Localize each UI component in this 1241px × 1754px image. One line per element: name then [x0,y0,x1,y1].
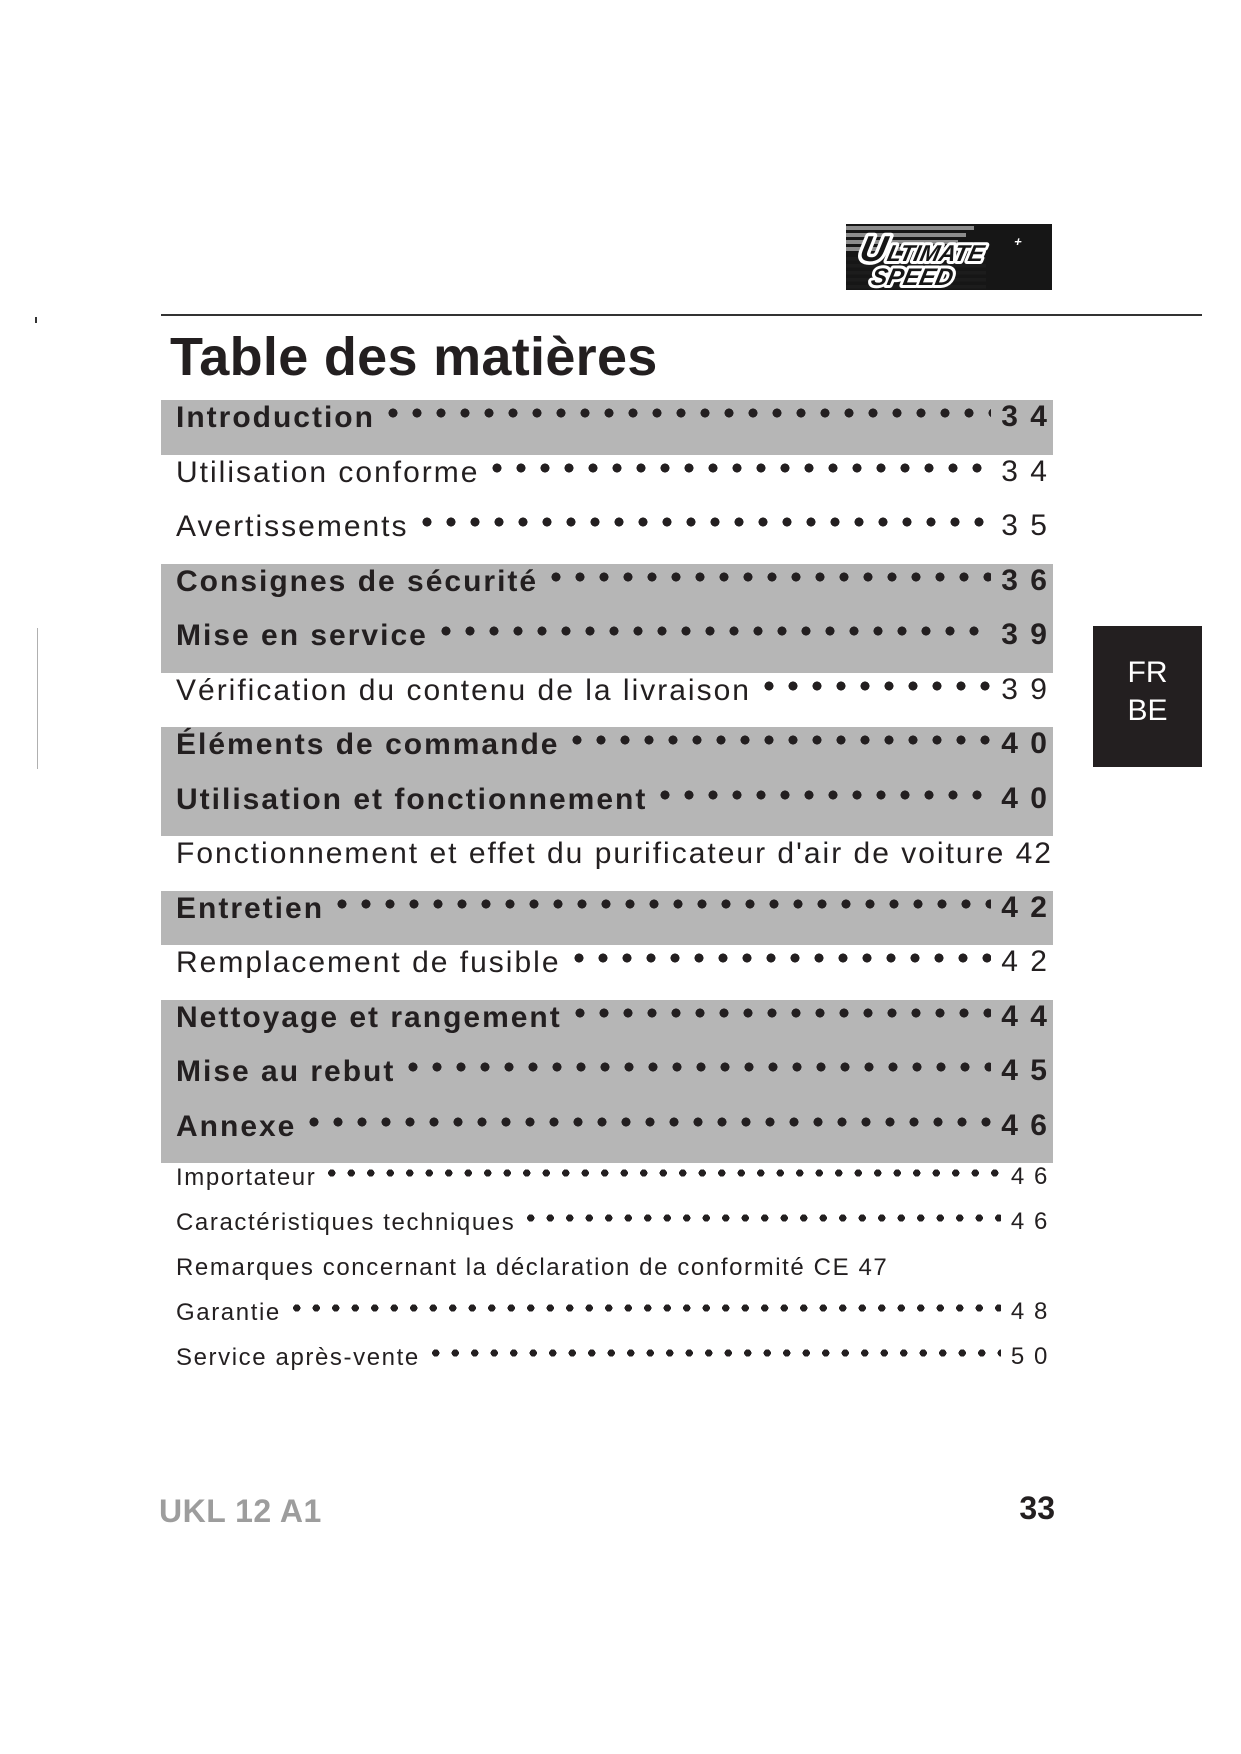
svg-text:SPEED: SPEED [869,264,956,290]
svg-text:LTIMATE: LTIMATE [885,240,988,266]
